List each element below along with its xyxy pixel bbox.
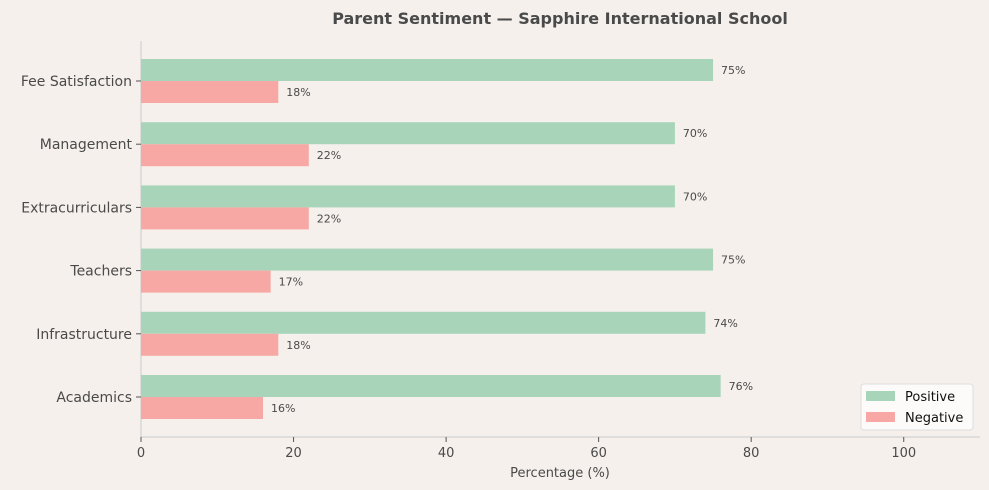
data-label: 75%	[721, 254, 745, 267]
bar-positive	[141, 311, 706, 334]
x-axis-label: Percentage (%)	[510, 466, 610, 481]
x-tick-label: 100	[891, 446, 916, 461]
bar-positive	[141, 122, 675, 145]
y-tick-label: Extracurriculars	[21, 200, 132, 216]
data-label: 18%	[286, 86, 310, 99]
data-label: 76%	[729, 380, 753, 393]
legend-swatch	[866, 391, 895, 401]
bar-negative	[141, 397, 264, 419]
chart-title: Parent Sentiment — Sapphire Internationa…	[332, 9, 788, 28]
x-tick-label: 80	[743, 446, 760, 461]
y-tick-label: Management	[40, 137, 133, 153]
data-label: 18%	[286, 339, 310, 352]
bar-negative	[141, 207, 309, 230]
legend-label: Negative	[905, 411, 963, 426]
bar-negative	[141, 144, 309, 167]
legend: Positive Negative	[860, 383, 974, 431]
x-tick-label: 60	[590, 446, 607, 461]
data-label: 17%	[279, 276, 303, 289]
data-label: 75%	[721, 64, 745, 77]
data-label: 70%	[683, 127, 707, 140]
x-tick-label: 20	[285, 446, 302, 461]
bar-positive	[141, 59, 714, 81]
x-tick-label: 40	[438, 446, 455, 461]
bar-negative	[141, 270, 271, 293]
y-tick-label: Teachers	[69, 264, 132, 280]
legend-label: Positive	[905, 390, 955, 405]
bar-positive	[141, 375, 721, 397]
data-label: 74%	[713, 317, 737, 330]
y-tick-label: Academics	[56, 390, 132, 406]
bar-positive	[141, 185, 675, 208]
data-label: 22%	[317, 149, 341, 162]
bar-positive	[141, 248, 714, 271]
data-label: 22%	[317, 212, 341, 225]
legend-swatch	[866, 412, 895, 422]
y-tick-label: Infrastructure	[36, 327, 132, 343]
bar-negative	[141, 333, 279, 356]
data-label: 16%	[271, 402, 295, 415]
y-tick-label: Fee Satisfaction	[21, 74, 132, 90]
data-label: 70%	[683, 190, 707, 203]
bar-negative	[141, 81, 279, 103]
x-tick-label: 0	[137, 446, 145, 461]
